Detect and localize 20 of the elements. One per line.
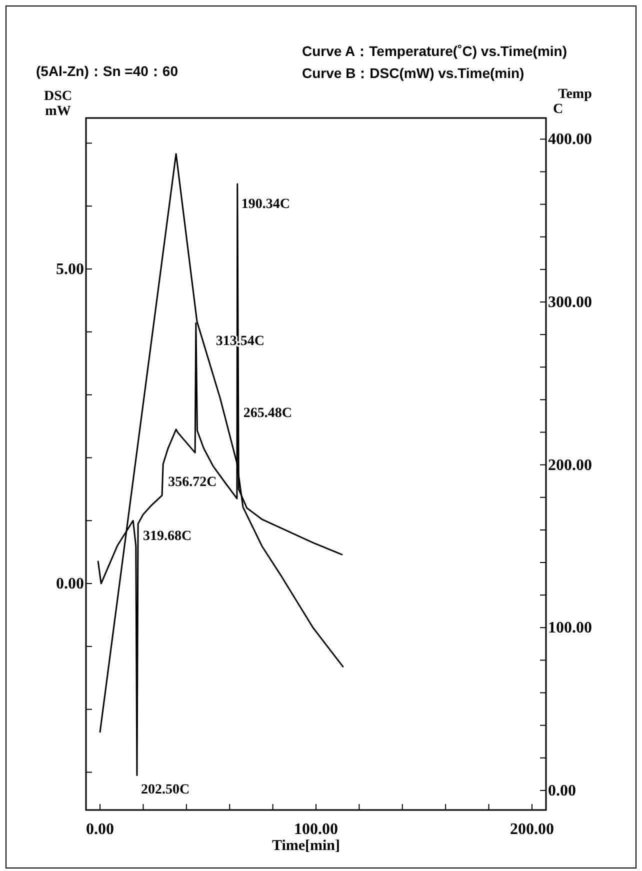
x-axis-title: Time[min] bbox=[272, 838, 340, 854]
x-tick-label: 100.00 bbox=[294, 821, 338, 838]
x-tick-label: 0.00 bbox=[86, 821, 114, 838]
y2-axis-title: Temp C bbox=[553, 87, 592, 117]
y2-tick-label: 200.00 bbox=[548, 456, 592, 474]
text: Curve B：DSC(mW) vs.Time(min) bbox=[302, 65, 524, 81]
annotation: 319.68C bbox=[143, 528, 192, 544]
y2-tick-label: 300.00 bbox=[548, 294, 592, 311]
y-axis-title: DSC mW bbox=[44, 89, 72, 119]
annotation: 356.72C bbox=[168, 475, 217, 490]
y2-tick-label: 400.00 bbox=[548, 131, 592, 148]
y2-tick-label: 0.00 bbox=[548, 782, 576, 800]
annotation: 202.50C bbox=[140, 782, 190, 798]
y-tick-label: 5.00 bbox=[56, 260, 84, 278]
chart-title: (5Al-Zn)：Sn =40：60 bbox=[36, 63, 178, 79]
x-tick-label: 200.00 bbox=[510, 821, 554, 838]
annotation: 265.48C bbox=[243, 406, 292, 422]
text: Curve A：Temperature(˚C) vs.Time(min) bbox=[302, 43, 568, 59]
annotation: 190.34C bbox=[241, 197, 290, 212]
y2-tick-label: 100.00 bbox=[548, 620, 592, 637]
